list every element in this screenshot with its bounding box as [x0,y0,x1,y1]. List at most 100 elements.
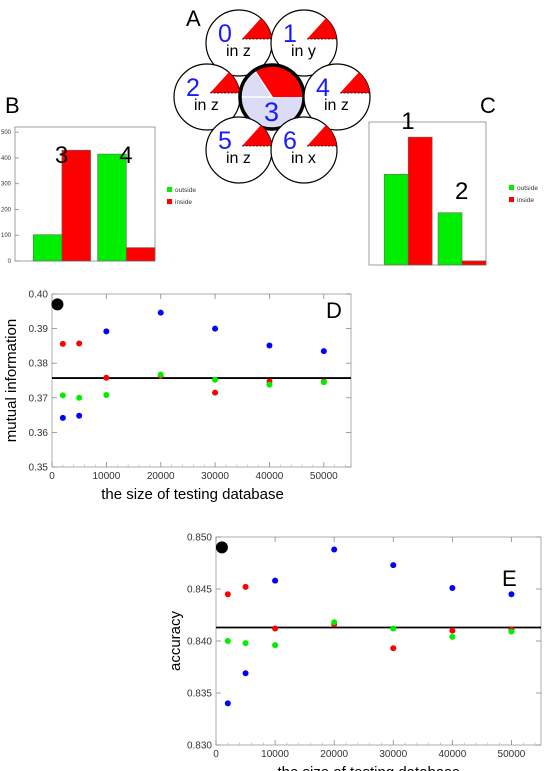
data-point [59,340,66,347]
x-axis-label: the size of testing database [101,486,284,503]
data-point [320,379,327,386]
x-tick-label: 40000 [256,471,284,482]
group-label: 2 [455,178,468,205]
legend-label: outside [175,187,196,194]
panel-b-bar-chart: 0 100 200 300 400 500 3 4 outside inside [1,126,196,265]
x-tick-label: 0 [213,749,219,760]
data-point [390,645,397,652]
panel-d-scatter: 0 10000 20000 30000 40000 50000 0.35 0.36 0.37 0.… [3,290,352,503]
circle-number: 3 [264,97,279,127]
data-point [449,584,456,591]
data-point [212,325,219,332]
y-tick-label: 0.37 [29,393,49,404]
data-point [103,328,110,335]
x-tick-label: 10000 [261,749,289,760]
reference-point [51,298,64,311]
circle-number: 4 [316,74,330,102]
y-tick-label: 0.36 [29,428,49,439]
data-point [242,640,249,647]
data-point [331,619,338,626]
circle-direction: in z [226,43,251,60]
x-tick-label: 20000 [147,471,175,482]
circle-direction: in z [226,150,251,167]
data-point [390,625,397,632]
bar-inside [461,260,487,266]
data-point [76,340,83,347]
legend-swatch [167,199,172,204]
circle-direction: in y [291,43,316,60]
circle-number: 0 [218,20,232,48]
data-point [157,309,164,316]
y-tick-label: 0.845 [187,585,212,596]
bar-outside [383,173,409,266]
data-point [449,627,456,634]
plot-frame [51,293,352,468]
panel-label-d: D [326,298,342,323]
data-point [212,376,219,383]
y-tick-label: 0.39 [29,324,49,335]
y-tick-label: 400 [1,156,12,162]
y-tick-label: 0 [8,259,12,265]
panel-e-scatter: 0 10000 20000 30000 40000 50000 0.830 0.835 0.84… [167,533,542,771]
group-label: 1 [401,108,414,135]
y-tick-label: 100 [1,233,12,239]
x-tick-label: 40000 [438,749,466,760]
data-point [103,392,110,399]
legend-label: inside [517,197,534,204]
legend-swatch [509,185,514,190]
circle-direction: in x [291,150,316,167]
y-tick-label: 0.38 [29,359,49,370]
data-point [103,374,110,381]
data-point [266,342,273,349]
y-tick-label: 0.850 [187,533,212,544]
x-tick-label: 50000 [310,471,338,482]
data-point [331,546,338,553]
data-point [242,583,249,590]
data-point [212,389,219,396]
data-point [272,577,279,584]
y-tick-label: 300 [1,182,12,188]
group-label: 4 [119,142,132,169]
data-point [76,394,83,401]
circle-number: 2 [186,74,200,102]
reference-point [215,541,228,554]
panel-label-a: A [186,6,201,31]
panel-label-b: B [5,93,20,118]
panel-label-e: E [502,566,517,591]
bar-outside [437,212,463,266]
data-point [224,700,231,707]
data-point [242,670,249,677]
data-point [449,633,456,640]
y-tick-label: 0.835 [187,689,212,700]
plot-frame [215,536,542,746]
bar-outside [97,153,127,262]
panel-c-bar-chart: 1 2 outside inside [368,108,538,266]
data-point [508,628,515,635]
data-point [272,625,279,632]
circle-direction: in z [324,97,349,114]
data-point [272,642,279,649]
circle-number: 5 [218,127,232,155]
data-point [224,638,231,644]
data-point [59,392,66,399]
circle-direction: in z [194,97,219,114]
data-point [508,591,515,598]
legend-swatch [509,197,514,202]
legend-label: inside [175,199,192,206]
center-divider [240,69,274,98]
data-point [76,412,83,419]
group-label: 3 [55,142,68,169]
x-tick-label: 30000 [201,471,229,482]
y-axis-label: mutual information [3,319,20,442]
y-tick-label: 0.830 [187,741,212,752]
y-tick-label: 200 [1,207,12,213]
data-point [390,562,397,569]
data-point [224,591,231,598]
x-axis-label: the size of testing database [277,764,460,771]
data-point [157,371,164,378]
data-point [320,348,327,355]
bar-inside [126,247,156,262]
y-tick-label: 0.40 [29,290,49,301]
